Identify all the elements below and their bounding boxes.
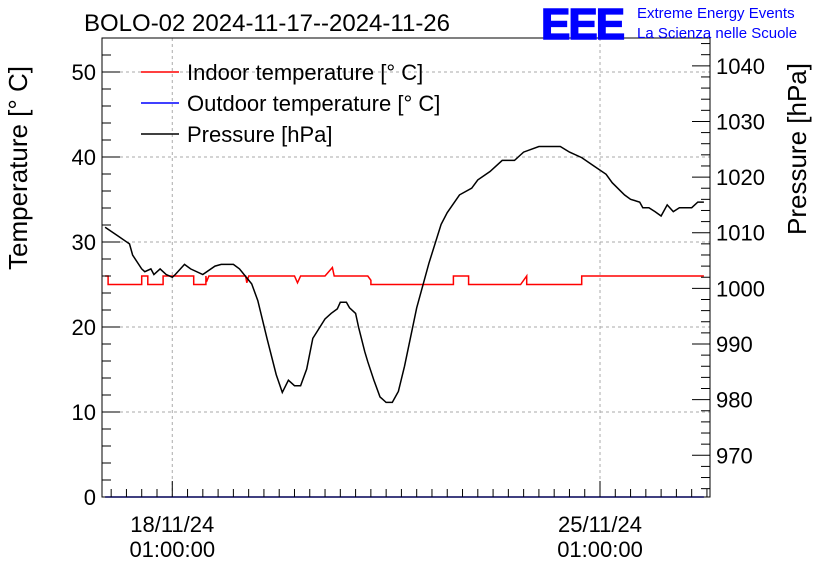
bottom-tick-label-date: 18/11/24 bbox=[130, 512, 214, 537]
chart-title: BOLO-02 2024-11-17--2024-11-26 bbox=[84, 10, 450, 37]
series-pressure-hpa bbox=[104, 145, 704, 404]
left-tick-label: 0 bbox=[84, 485, 96, 510]
series-layer bbox=[104, 145, 704, 498]
bottom-tick-label-date: 25/11/24 bbox=[558, 512, 642, 537]
legend-label: Indoor temperature [° C] bbox=[187, 60, 423, 85]
right-tick-label: 980 bbox=[716, 388, 753, 413]
bottom-tick-label-time: 01:00:00 bbox=[557, 537, 643, 562]
y2-axis-label: Pressure [hPa] bbox=[782, 63, 812, 235]
legend-label: Outdoor temperature [° C] bbox=[187, 91, 440, 116]
right-tick-label: 990 bbox=[716, 332, 753, 357]
right-tick-label: 1040 bbox=[716, 54, 765, 79]
eee-logo: EEE Extreme Energy Events La Scienza nel… bbox=[540, 0, 797, 50]
right-tick-label: 1010 bbox=[716, 221, 765, 246]
bottom-tick-label-time: 01:00:00 bbox=[129, 537, 215, 562]
left-tick-label: 30 bbox=[72, 230, 96, 255]
plot-frame bbox=[101, 37, 711, 498]
left-tick-label: 10 bbox=[72, 400, 96, 425]
left-tick-label: 50 bbox=[72, 60, 96, 85]
legend-label: Pressure [hPa] bbox=[187, 122, 333, 147]
grid bbox=[102, 38, 710, 497]
eee-logo-mark: EEE bbox=[541, 0, 624, 49]
right-tick-label: 1030 bbox=[716, 109, 765, 134]
legend: Indoor temperature [° C] Outdoor temperat… bbox=[141, 60, 440, 147]
right-axis: 970 980 990 1000 1010 1020 1030 1040 bbox=[692, 43, 765, 490]
left-tick-label: 40 bbox=[72, 145, 96, 170]
eee-logo-line2: La Scienza nelle Scuole bbox=[637, 25, 797, 42]
eee-logo-line1: Extreme Energy Events bbox=[637, 5, 795, 22]
right-tick-label: 1000 bbox=[716, 276, 765, 301]
y-axis-label: Temperature [° C] bbox=[3, 66, 33, 270]
right-tick-label: 1020 bbox=[716, 165, 765, 190]
right-tick-label: 970 bbox=[716, 443, 753, 468]
left-axis: 0 10 20 30 40 50 bbox=[72, 37, 120, 510]
series-indoor-temperature-c bbox=[105, 265, 704, 286]
left-tick-label: 20 bbox=[72, 315, 96, 340]
